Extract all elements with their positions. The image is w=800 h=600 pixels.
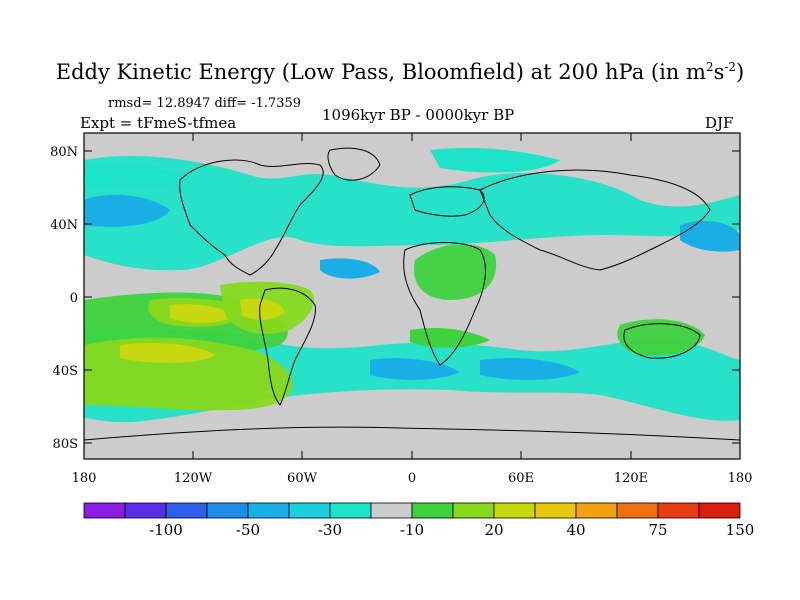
europe-outline (409, 186, 485, 217)
contour-fields (84, 148, 740, 423)
lon-tick-label: 60E (508, 471, 534, 486)
experiment-label: Expt = tFmeS-tfmea (80, 114, 237, 132)
africa-outline (403, 242, 486, 366)
greenland-outline (327, 147, 381, 181)
season-label: DJF (705, 114, 734, 132)
contour-south-indian (410, 328, 490, 348)
colorbar-swatch (124, 502, 167, 519)
colorbar-swatch (657, 502, 700, 519)
coastlines (84, 147, 740, 441)
lat-tick-label: 40S (53, 364, 78, 379)
lon-tick-label: 120W (174, 471, 213, 486)
colorbar-swatch (288, 502, 331, 519)
colorbar-label: -30 (318, 521, 342, 539)
colorbar-swatch (83, 502, 126, 519)
lon-tick-label: 120E (614, 471, 648, 486)
contour-nh-storm-track (84, 155, 740, 271)
plot-title: Eddy Kinetic Energy (Low Pass, Bloomfiel… (55, 60, 745, 84)
australia-outline (623, 323, 701, 359)
latitude-axis: 80N 40N 0 40S 80S (50, 145, 740, 452)
colorbar-label: 20 (484, 521, 503, 539)
contour-indian-core (480, 358, 580, 380)
colorbar-label: -100 (149, 521, 183, 539)
colorbar-swatch (534, 502, 577, 519)
colorbar-label: -10 (400, 521, 424, 539)
colorbar-swatch (206, 502, 249, 519)
contour-south-pacific-core (120, 343, 215, 363)
longitude-axis: 180 120W 60W 0 60E 120E 180 (72, 133, 753, 486)
lon-tick-label: 180 (728, 471, 753, 486)
stats-label: rmsd= 12.8947 diff= -1.7359 (108, 96, 302, 111)
colorbar-swatch (493, 502, 536, 519)
colorbar-swatch (329, 502, 372, 519)
colorbar-swatch (411, 502, 454, 519)
colorbar-label: 75 (648, 521, 667, 539)
lat-tick-label: 40N (50, 218, 78, 233)
contour-atlantic-core (320, 258, 380, 279)
colorbar-swatch (616, 502, 659, 519)
lon-tick-label: 0 (408, 471, 416, 486)
colorbar-swatch (165, 502, 208, 519)
colorbar: -100 -50 -30 -10 20 40 75 150 (83, 502, 755, 539)
contour-nh-core-west (84, 194, 170, 227)
contour-arctic (430, 148, 560, 173)
colorbar-swatch (452, 502, 495, 519)
south-america-outline (259, 287, 316, 406)
asia-outline (479, 169, 711, 271)
contour-south-america-core (240, 298, 285, 320)
contour-nh-core-east (680, 220, 740, 252)
colorbar-swatch (370, 502, 413, 519)
colorbar-swatch (575, 502, 618, 519)
colorbar-label: 150 (726, 521, 755, 539)
lat-tick-label: 80S (53, 437, 78, 452)
lat-tick-label: 0 (70, 291, 78, 306)
north-america-outline (179, 159, 324, 276)
colorbar-label: -50 (236, 521, 260, 539)
lon-tick-label: 60W (287, 471, 318, 486)
period-label: 1096kyr BP - 0000kyr BP (322, 106, 515, 124)
contour-pacific-north (84, 162, 190, 189)
contour-pacific-tropics-core (170, 304, 235, 324)
contour-australia (617, 319, 705, 356)
contour-south-atlantic-core (370, 358, 460, 380)
colorbar-label: 40 (566, 521, 585, 539)
antarctica-outline (84, 426, 740, 441)
lon-tick-label: 180 (72, 471, 97, 486)
contour-north-africa (414, 244, 497, 300)
colorbar-swatch (247, 502, 290, 519)
lat-tick-label: 80N (50, 145, 78, 160)
colorbar-swatch (698, 502, 741, 519)
